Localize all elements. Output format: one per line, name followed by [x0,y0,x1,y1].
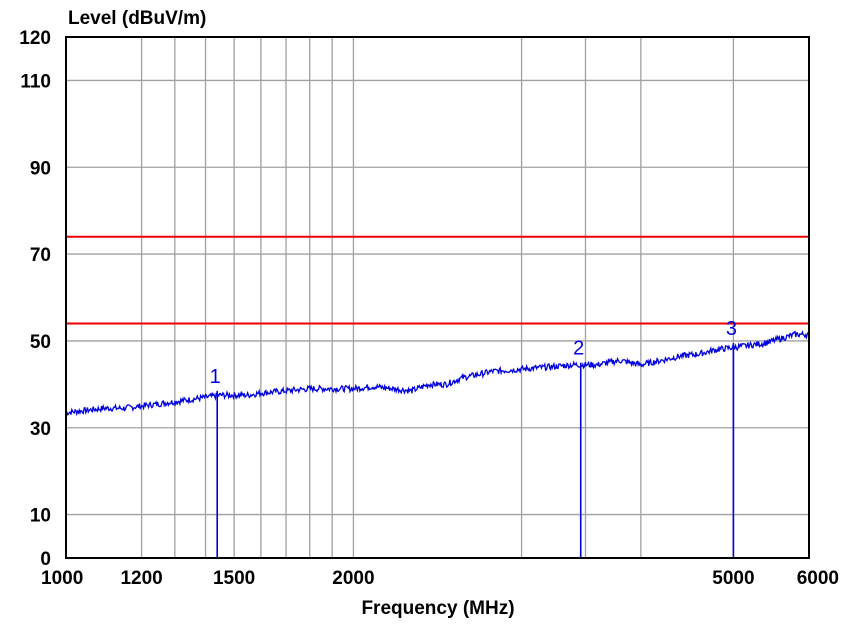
y-tick-label: 90 [30,158,51,179]
plot-frame [65,36,810,559]
y-tick-label: 70 [30,245,51,266]
y-tick-labels: 0 10 30 50 70 90 110 120 [19,28,51,570]
marker-layer: 1 2 3 [210,318,737,558]
marker-label: 3 [726,318,737,340]
x-tick-label: 1200 [120,568,162,589]
x-tick-labels: 1000 1200 1500 2000 5000 6000 [41,568,839,589]
y-tick-label: 0 [40,549,51,570]
y-tick-label: 30 [30,419,51,440]
marker-label: 2 [573,338,584,360]
x-tick-label: 1500 [213,568,255,589]
marker-label: 1 [210,366,221,388]
plot-background [66,37,809,558]
grid-layer [66,37,809,558]
series-layer [65,330,810,417]
x-tick-label: 5000 [712,568,754,589]
x-axis-title: Frequency (MHz) [361,598,514,619]
y-tick-label: 120 [19,28,51,49]
y-tick-label: 10 [30,506,51,527]
limit-lines [66,235,809,325]
y-tick-label: 110 [20,71,51,92]
y-axis-title: Level (dBuV/m) [68,8,206,29]
measurement-trace [65,330,810,417]
x-tick-label: 1000 [41,568,83,589]
x-tick-label: 2000 [332,568,374,589]
x-tick-label: 6000 [797,568,839,589]
y-tick-label: 50 [30,332,51,353]
